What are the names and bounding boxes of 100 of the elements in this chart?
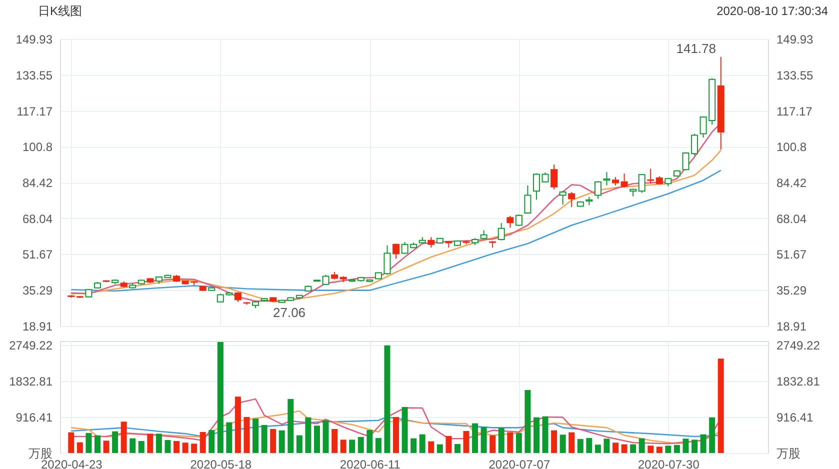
y2-tick-label: 2749.22 (776, 338, 820, 352)
bar (436, 444, 443, 453)
bar (366, 430, 373, 453)
bar (288, 399, 294, 453)
bar (463, 430, 470, 453)
bar (217, 342, 224, 453)
x-tick-label: 2020-04-23 (40, 458, 103, 469)
bar (419, 434, 426, 453)
y-tick-label: 916.41 (16, 410, 53, 424)
candlestick (682, 152, 690, 171)
bar (630, 444, 636, 453)
bar (147, 434, 154, 453)
bar (674, 444, 680, 453)
bar (130, 438, 136, 453)
bar (621, 444, 628, 453)
candlestick (428, 236, 435, 248)
bar (68, 432, 74, 453)
y2-tick-label: 133.55 (776, 68, 814, 82)
y2-tick-label: 1832.81 (776, 374, 820, 388)
chart-title: 日K线图 (38, 4, 82, 18)
bar (446, 436, 452, 453)
bar (340, 440, 346, 453)
x-tick-label: 2020-07-30 (638, 458, 700, 469)
y2-tick-label: 万股 (776, 446, 800, 460)
x-tick-label: 2020-05-18 (190, 458, 252, 469)
y2-tick-label: 149.93 (776, 32, 814, 46)
bar (577, 439, 584, 453)
y-tick-label: 1832.81 (9, 374, 53, 388)
bar (138, 441, 144, 453)
bar (551, 430, 558, 453)
candlestick (568, 191, 576, 208)
line-series (70, 150, 722, 303)
bar (86, 432, 92, 453)
candlestick (550, 164, 558, 190)
y-tick-label: 68.04 (22, 212, 53, 226)
candlestick (515, 214, 522, 226)
bar (542, 416, 548, 453)
line-series (70, 170, 722, 292)
text: 2020-08-10 17:30:34 (716, 4, 828, 18)
candlestick (392, 243, 400, 260)
bar (568, 432, 575, 453)
y-tick-label: 133.55 (16, 68, 53, 82)
candlestick (620, 173, 628, 188)
y2-tick-label: 35.29 (776, 284, 807, 298)
bar (252, 418, 259, 453)
y2-tick-label: 51.67 (776, 248, 807, 262)
bar (296, 435, 302, 453)
bar (120, 422, 127, 453)
bar (410, 438, 417, 453)
bar (208, 430, 215, 453)
bar (692, 440, 698, 453)
bar (384, 345, 390, 453)
candlestick (498, 222, 505, 241)
bar (586, 438, 592, 453)
bar (226, 422, 232, 453)
bar (156, 434, 162, 453)
bar (428, 441, 434, 453)
bar (648, 446, 654, 453)
candlestick (594, 180, 602, 200)
candlestick (506, 215, 514, 228)
y-tick-label: 2749.22 (9, 338, 53, 352)
bar (604, 438, 610, 453)
y2-tick-label: 100.8 (776, 140, 807, 154)
bar (94, 435, 100, 453)
bar (191, 444, 198, 453)
bar (278, 430, 285, 453)
bar (490, 435, 496, 453)
candlestick (638, 174, 646, 194)
bar (314, 426, 320, 453)
bar (332, 428, 338, 453)
candlestick (647, 168, 654, 184)
bar (393, 417, 399, 453)
y-tick-label: 35.29 (22, 284, 53, 298)
bar (454, 444, 460, 453)
candlestick (691, 133, 698, 156)
bar (638, 438, 645, 453)
bar (261, 424, 268, 453)
bar (375, 438, 382, 453)
bar (182, 442, 188, 453)
bar (709, 417, 716, 453)
bar (682, 438, 689, 453)
bar (612, 442, 618, 453)
bar (200, 432, 206, 453)
bar (498, 428, 504, 453)
bar (560, 434, 566, 453)
candlestick (524, 184, 532, 214)
bar (507, 432, 514, 453)
annotation: 27.06 (273, 305, 306, 320)
y-tick-label: 100.8 (22, 140, 53, 154)
y2-tick-label: 916.41 (776, 410, 814, 424)
y-tick-label: 149.93 (16, 32, 53, 46)
y-tick-label: 84.42 (22, 176, 53, 190)
y-tick-label: 51.67 (22, 248, 53, 262)
y2-tick-label: 68.04 (776, 212, 807, 226)
y-tick-label: 18.91 (22, 320, 53, 334)
bar (480, 426, 487, 453)
candlestick (532, 172, 540, 200)
annotation: 141.78 (676, 41, 716, 56)
bar (164, 440, 171, 453)
y2-tick-label: 84.42 (776, 176, 807, 190)
